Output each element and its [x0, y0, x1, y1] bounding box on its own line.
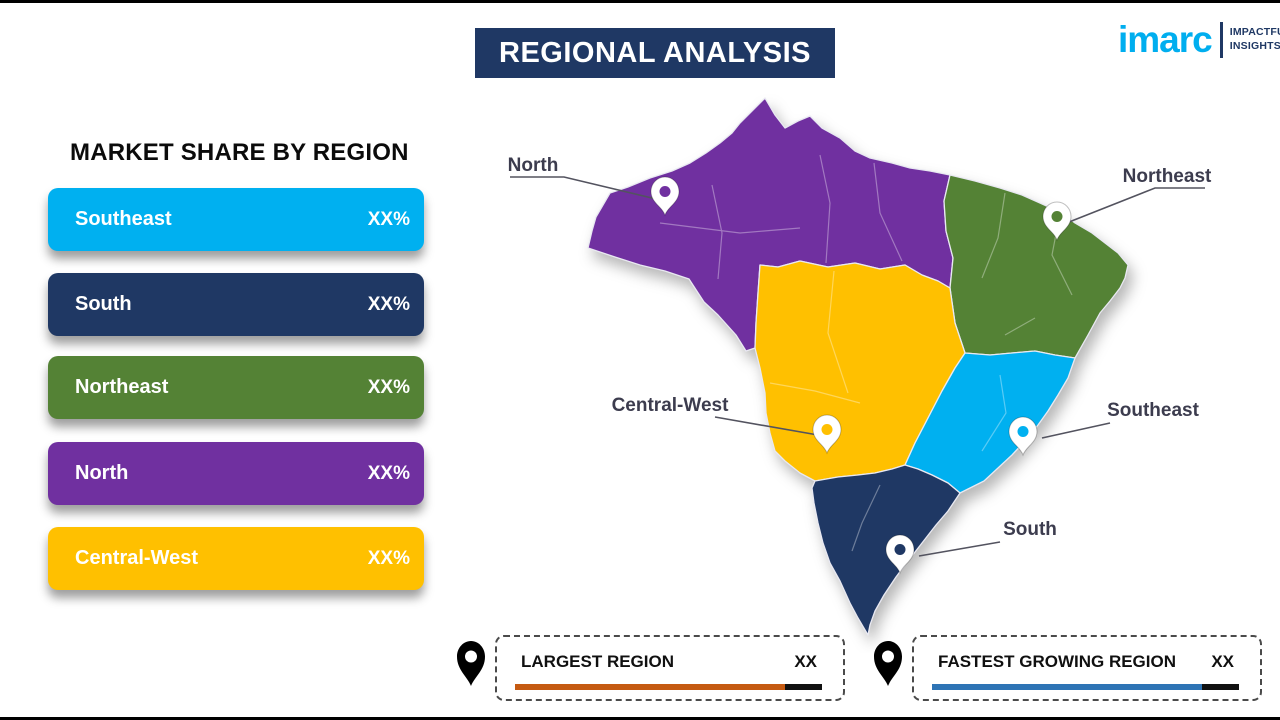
- panel-heading: MARKET SHARE BY REGION: [70, 139, 409, 166]
- bar-label-north: North: [75, 462, 129, 484]
- legend-largest-region: LARGEST REGION XX: [495, 635, 845, 701]
- share-bar-northeast: Northeast XX%: [48, 356, 424, 419]
- bar-value-south: XX%: [367, 293, 410, 315]
- map-label-south: South: [1003, 519, 1057, 540]
- bar-label-southeast: Southeast: [75, 208, 172, 230]
- map-pin-southeast: [1008, 416, 1038, 457]
- map-pin-north: [650, 176, 680, 217]
- map-label-southeast: Southeast: [1107, 400, 1200, 421]
- fastest-region-pin-icon: [874, 641, 902, 686]
- state-boundaries: [659, 154, 1073, 552]
- pin-hole-central-west: [821, 424, 833, 435]
- share-bar-south: South XX%: [48, 273, 424, 336]
- pin-hole-north: [659, 186, 671, 197]
- imarc-logo: imarc IMPACTFUL INSIGHTS: [1118, 21, 1280, 58]
- bar-value-central-west: XX%: [367, 547, 410, 569]
- region-southeast: [904, 350, 1076, 494]
- bar-value-southeast: XX%: [367, 208, 410, 230]
- connector-north: [510, 176, 657, 200]
- share-bar-north: North XX%: [48, 442, 424, 505]
- legend-largest-value: XX: [794, 652, 817, 671]
- map-label-central-west: Central-West: [612, 395, 730, 416]
- connector-south: [918, 541, 1001, 557]
- connector-southeast: [1041, 422, 1111, 439]
- logo-tagline-line2: INSIGHTS: [1229, 39, 1280, 52]
- share-bar-central-west: Central-West XX%: [48, 527, 424, 590]
- pin-hole-northeast: [1051, 211, 1063, 222]
- pin-hole-southeast: [1017, 426, 1029, 437]
- legend-largest-label: LARGEST REGION: [521, 652, 675, 671]
- logo-tagline-line1: IMPACTFUL: [1229, 25, 1280, 38]
- map-pin-south: [885, 534, 915, 575]
- page-title: REGIONAL ANALYSIS: [499, 36, 811, 69]
- legend-fastest-underline: [932, 684, 1239, 690]
- brazil-region-map: North Northeast Central-West Southeast S…: [508, 97, 1212, 636]
- imarc-wordmark: imarc: [1118, 19, 1213, 60]
- logo-divider: [1219, 21, 1223, 58]
- share-bar-southeast: Southeast XX%: [48, 188, 424, 251]
- pin-hole-south: [894, 544, 906, 555]
- map-label-northeast: Northeast: [1123, 166, 1212, 187]
- largest-region-pin-icon: [457, 641, 485, 686]
- bar-label-central-west: Central-West: [75, 547, 198, 569]
- map-pin-northeast: [1042, 201, 1072, 242]
- map-pin-central-west: [812, 414, 842, 455]
- legend-fastest-value: XX: [1211, 652, 1234, 671]
- logo-tagline: IMPACTFUL INSIGHTS: [1230, 26, 1280, 53]
- bar-value-northeast: XX%: [367, 376, 410, 398]
- bar-label-northeast: Northeast: [75, 376, 169, 398]
- title-banner: REGIONAL ANALYSIS: [475, 28, 835, 78]
- region-northeast: [943, 174, 1129, 359]
- legend-largest-underline: [515, 684, 822, 690]
- map-label-north: North: [508, 155, 559, 176]
- legend-fastest-growing-region: FASTEST GROWING REGION XX: [912, 635, 1262, 701]
- bar-value-north: XX%: [367, 462, 410, 484]
- bar-label-south: South: [75, 293, 132, 315]
- connector-northeast: [1063, 187, 1205, 225]
- connector-central-west: [714, 416, 819, 436]
- legend-fastest-label: FASTEST GROWING REGION: [938, 652, 1177, 671]
